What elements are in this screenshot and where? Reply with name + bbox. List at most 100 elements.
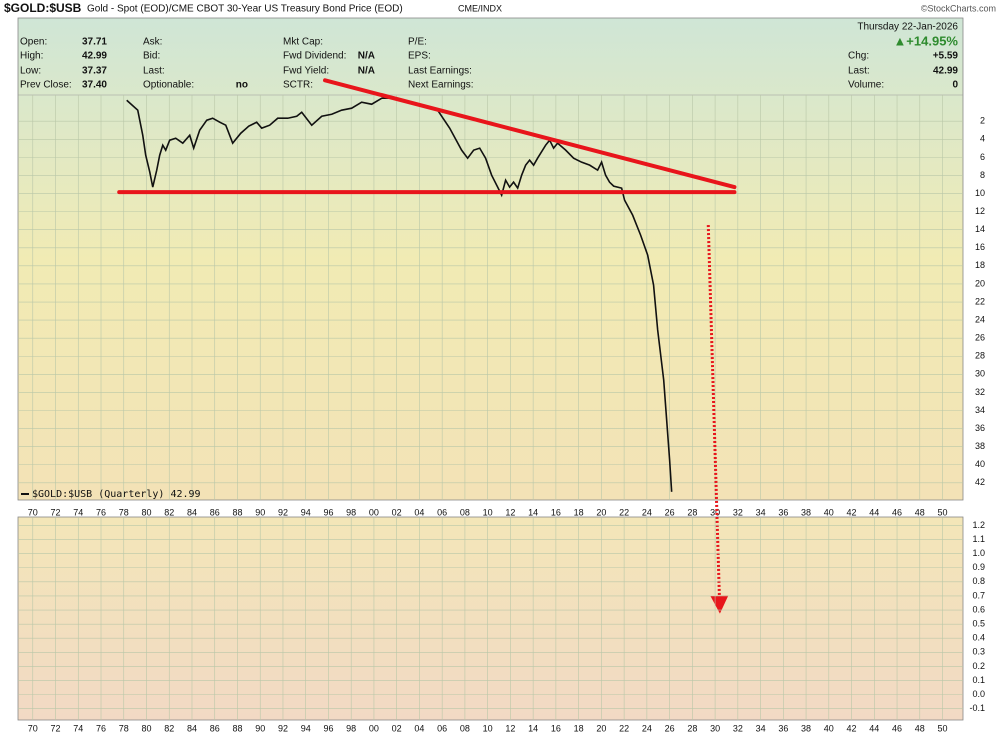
y-tick-label: 36	[975, 423, 985, 433]
y-tick-label: 1.1	[972, 534, 985, 544]
x-tick-label: 90	[255, 507, 265, 517]
info-label: Last:	[143, 66, 165, 77]
info-label: Next Earnings:	[408, 80, 474, 91]
x-tick-label: 24	[642, 507, 652, 517]
x-tick-label: 02	[392, 723, 402, 733]
y-tick-label: -0.1	[969, 703, 985, 713]
x-tick-label: 96	[323, 507, 333, 517]
x-tick-label: 18	[574, 723, 584, 733]
y-tick-label: 38	[975, 441, 985, 451]
chart-subtitle: Gold - Spot (EOD)/CME CBOT 30-Year US Tr…	[87, 4, 403, 15]
y-tick-label: 22	[975, 296, 985, 306]
y-tick-label: 0.8	[972, 576, 985, 586]
x-tick-label: 84	[187, 507, 197, 517]
x-tick-label: 94	[301, 723, 311, 733]
date: Thursday 22-Jan-2026	[857, 22, 958, 33]
y-tick-label: 16	[975, 242, 985, 252]
x-tick-label: 16	[551, 723, 561, 733]
y-tick-label: 34	[975, 405, 985, 415]
x-tick-label: 88	[232, 507, 242, 517]
y-tick-label: 18	[975, 260, 985, 270]
x-tick-label: 98	[346, 723, 356, 733]
x-tick-label: 40	[824, 723, 834, 733]
x-tick-label: 10	[483, 507, 493, 517]
x-tick-label: 30	[710, 507, 720, 517]
x-tick-label: 38	[801, 723, 811, 733]
info-value: 42.99	[933, 66, 958, 77]
legend-value: 42.99	[170, 489, 200, 500]
x-tick-label: 06	[437, 507, 447, 517]
x-tick-label: 92	[278, 507, 288, 517]
x-tick-label: 34	[756, 723, 766, 733]
x-tick-label: 22	[619, 723, 629, 733]
info-value: no	[236, 80, 248, 91]
x-tick-label: 84	[187, 723, 197, 733]
x-tick-label: 44	[869, 723, 879, 733]
y-tick-label: 10	[975, 188, 985, 198]
x-tick-label: 14	[528, 723, 538, 733]
x-tick-label: 34	[756, 507, 766, 517]
x-tick-label: 46	[892, 507, 902, 517]
x-tick-label: 90	[255, 723, 265, 733]
x-tick-label: 32	[733, 723, 743, 733]
x-tick-label: 78	[119, 723, 129, 733]
legend-label: $GOLD:$USB (Quarterly)	[32, 489, 164, 500]
y-tick-label: 24	[975, 314, 985, 324]
x-tick-label: 98	[346, 507, 356, 517]
x-tick-label: 46	[892, 723, 902, 733]
x-tick-label: 14	[528, 507, 538, 517]
source: ©StockCharts.com	[921, 3, 996, 13]
x-tick-label: 44	[869, 507, 879, 517]
x-tick-label: 26	[665, 507, 675, 517]
x-tick-label: 04	[414, 723, 424, 733]
info-label: Optionable:	[143, 80, 194, 91]
y-tick-label: 0.6	[972, 604, 985, 614]
info-label: Mkt Cap:	[283, 37, 323, 48]
y-tick-label: 40	[975, 459, 985, 469]
x-tick-label: 80	[141, 507, 151, 517]
x-tick-label: 92	[278, 723, 288, 733]
x-tick-label: 40	[824, 507, 834, 517]
info-label: Open:	[20, 37, 47, 48]
y-tick-label: 0.9	[972, 562, 985, 572]
y-tick-label: 0.4	[972, 633, 985, 643]
exchange: CME/INDX	[458, 3, 502, 13]
x-tick-label: 16	[551, 507, 561, 517]
info-label: SCTR:	[283, 80, 313, 91]
x-tick-label: 08	[460, 723, 470, 733]
x-tick-label: 48	[915, 723, 925, 733]
info-label: Last Earnings:	[408, 66, 472, 77]
x-tick-label: 76	[96, 507, 106, 517]
y-tick-label: 12	[975, 206, 985, 216]
info-value: 37.71	[82, 37, 107, 48]
x-tick-label: 20	[596, 723, 606, 733]
lower-panel	[17, 516, 964, 721]
x-tick-label: 76	[96, 723, 106, 733]
x-tick-label: 74	[73, 507, 83, 517]
x-tick-label: 28	[687, 723, 697, 733]
x-tick-label: 86	[210, 723, 220, 733]
y-tick-label: 0.7	[972, 590, 985, 600]
x-tick-label: 36	[778, 723, 788, 733]
y-tick-label: 0.0	[972, 689, 985, 699]
y-tick-label: 42	[975, 477, 985, 487]
info-label: High:	[20, 51, 43, 62]
y-tick-label: 0.2	[972, 661, 985, 671]
info-label: P/E:	[408, 37, 427, 48]
x-tick-label: 70	[28, 507, 38, 517]
y-tick-label: 2	[980, 116, 985, 126]
x-tick-label: 72	[51, 723, 61, 733]
info-label: Chg:	[848, 51, 869, 62]
x-tick-label: 82	[164, 723, 174, 733]
x-tick-label: 74	[73, 723, 83, 733]
trend-line	[706, 225, 729, 614]
info-label: Ask:	[143, 37, 162, 48]
x-tick-label: 26	[665, 723, 675, 733]
trend-line	[323, 78, 737, 190]
info-label: Prev Close:	[20, 80, 72, 91]
y-tick-label: 32	[975, 387, 985, 397]
x-tick-label: 36	[778, 507, 788, 517]
y-tick-label: 30	[975, 369, 985, 379]
chart-title: $GOLD:$USB	[4, 1, 82, 15]
